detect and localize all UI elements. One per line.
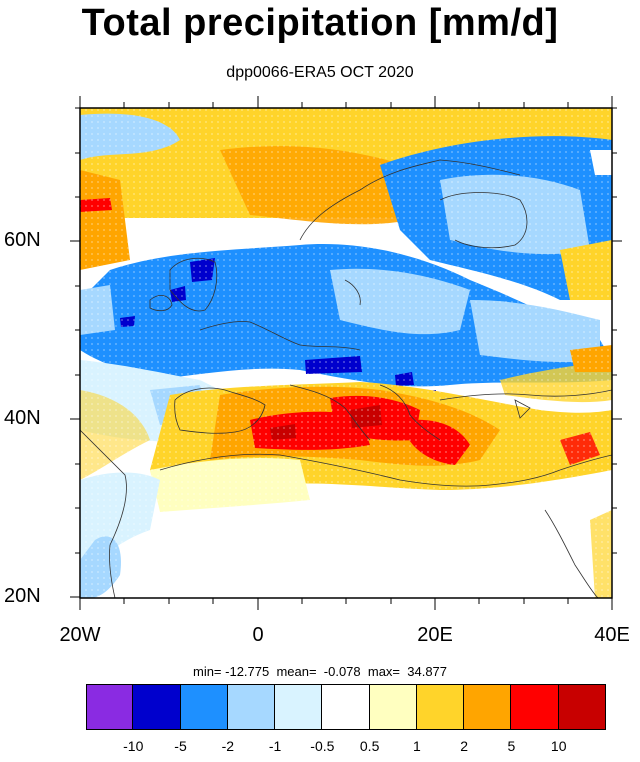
colorbar-swatch <box>180 684 228 730</box>
colorbar-tick-label: -2 <box>221 738 235 754</box>
colorbar-tick-label: -0.5 <box>310 738 335 754</box>
colorbar-swatch <box>227 684 276 730</box>
colorbar-swatch <box>558 684 606 730</box>
axis-ticks <box>70 96 622 610</box>
precipitation-difference-map <box>70 96 622 610</box>
colorbar-swatch <box>416 684 465 730</box>
colorbar-tick-label: 5 <box>507 738 516 754</box>
lon-label-20e: 20E <box>417 624 453 646</box>
colorbar-swatch <box>86 684 134 730</box>
colorbar-swatch <box>369 684 417 730</box>
colorbar-tick-label: 10 <box>550 738 567 754</box>
field-statistics: min= -12.775 mean= -0.078 max= 34.877 <box>192 664 448 679</box>
colorbar-swatch <box>322 684 370 730</box>
colorbar-swatch <box>511 684 559 730</box>
colorbar-swatch <box>464 684 512 730</box>
lat-label-40n: 40N <box>4 407 41 429</box>
colorbar-tick-label: -1 <box>268 738 282 754</box>
colorbar-swatch <box>133 684 181 730</box>
colorbar <box>86 684 606 730</box>
map-field <box>80 108 612 598</box>
colorbar-swatch <box>275 684 323 730</box>
colorbar-tick-label: 2 <box>460 738 469 754</box>
coastlines <box>80 159 612 598</box>
lat-label-60n: 60N <box>4 229 41 251</box>
lon-label-40e: 40E <box>594 624 630 646</box>
colorbar-tick-label: -10 <box>123 738 144 754</box>
lat-label-20n: 20N <box>4 585 41 607</box>
plot-title: Total precipitation [mm/d] <box>81 2 559 44</box>
lon-label-20w: 20W <box>59 624 101 646</box>
plot-subtitle: dpp0066-ERA5 OCT 2020 <box>226 64 414 81</box>
colorbar-tick-label: -5 <box>174 738 187 754</box>
colorbar-tick-label: 0.5 <box>359 738 380 754</box>
colorbar-tick-label: 1 <box>413 738 421 754</box>
lon-label-0: 0 <box>252 624 264 646</box>
